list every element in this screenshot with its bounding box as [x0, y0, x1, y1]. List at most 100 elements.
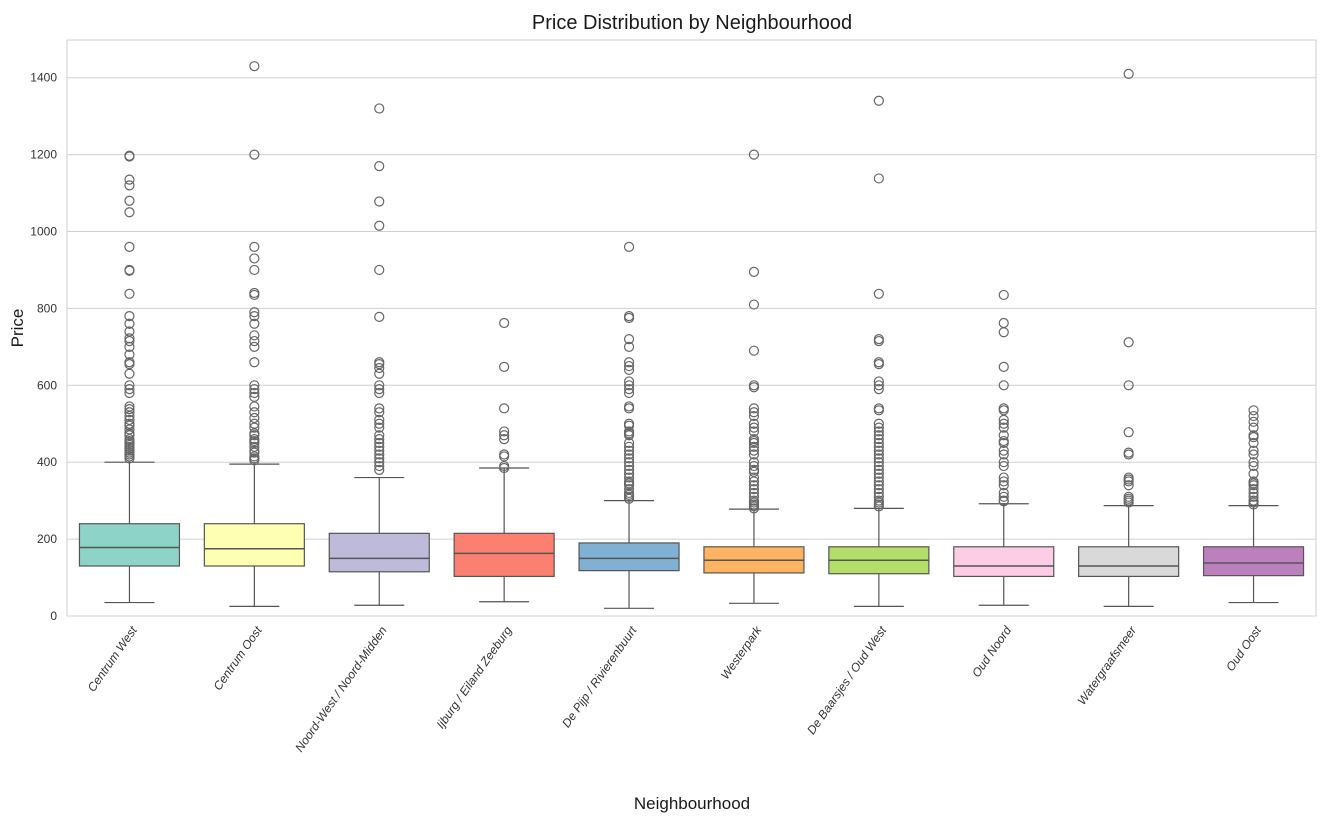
outlier-point — [249, 407, 260, 418]
outlier-point — [748, 466, 760, 477]
outlier-point — [249, 264, 260, 276]
outlier-point — [124, 310, 135, 322]
outlier-point — [374, 387, 385, 399]
outlier-point — [374, 220, 385, 231]
outlier-point — [873, 487, 884, 499]
outlier-point — [374, 196, 385, 207]
outlier-point — [249, 455, 260, 466]
outlier-point — [374, 403, 385, 414]
outlier-point — [623, 464, 635, 475]
x-tick-label: Centrum Oost — [210, 623, 265, 693]
outlier-point — [748, 491, 760, 502]
outlier-point — [998, 472, 1009, 483]
outlier-point — [374, 437, 385, 449]
outlier-point — [873, 422, 884, 433]
outlier-point — [623, 341, 635, 352]
outlier-point — [873, 501, 884, 512]
outlier-point — [998, 476, 1009, 487]
outlier-point — [623, 484, 635, 495]
outlier-point — [873, 480, 884, 491]
outlier-point — [249, 318, 260, 329]
outlier-point — [499, 317, 510, 329]
outlier-point — [623, 453, 635, 464]
outlier-point — [124, 430, 135, 441]
outlier-point — [623, 360, 635, 372]
outlier-point — [124, 359, 135, 370]
outlier-point — [1248, 437, 1259, 449]
outlier-point — [873, 376, 884, 387]
outlier-point — [374, 362, 385, 374]
outlier-point — [124, 404, 135, 415]
y-tick-label: 1000 — [30, 225, 57, 239]
outlier-point — [748, 418, 760, 429]
outlier-point — [499, 430, 510, 441]
outlier-point — [873, 434, 884, 445]
outlier-point — [748, 149, 760, 160]
y-tick-label: 200 — [37, 532, 57, 546]
outlier-point — [748, 484, 760, 495]
outlier-point — [1248, 432, 1259, 443]
outlier-point — [1123, 68, 1134, 79]
outlier-point — [998, 289, 1009, 301]
outlier-point — [623, 357, 635, 368]
outlier-point — [748, 449, 760, 460]
iqr-box — [328, 532, 430, 573]
iqr-box — [578, 542, 680, 572]
outlier-point — [374, 161, 385, 172]
y-tick-label: 800 — [37, 301, 57, 315]
outlier-point — [124, 180, 135, 191]
y-axis-title: Price — [8, 309, 27, 348]
outlier-point — [748, 403, 760, 414]
outlier-point — [748, 426, 760, 437]
outlier-point — [1248, 416, 1259, 427]
y-tick-label: 1400 — [30, 71, 57, 85]
outlier-point — [998, 327, 1009, 338]
box-group — [828, 95, 930, 607]
box-group — [203, 61, 305, 607]
y-tick-label: 400 — [37, 455, 57, 469]
outlier-point — [873, 380, 884, 391]
box-group — [953, 289, 1055, 606]
outlier-point — [998, 496, 1009, 507]
outlier-point — [623, 403, 635, 414]
boxes-layer — [78, 61, 1305, 609]
outlier-point — [873, 491, 884, 502]
outlier-point — [873, 472, 884, 483]
outlier-point — [623, 312, 635, 324]
outlier-point — [249, 387, 260, 399]
x-tick-label: Centrum West — [85, 623, 141, 694]
outlier-point — [124, 195, 135, 206]
iqr-box — [1078, 546, 1180, 577]
outlier-point — [124, 241, 135, 252]
outlier-point — [249, 149, 260, 160]
chart-title: Price Distribution by Neighbourhood — [532, 12, 852, 34]
outlier-point — [623, 493, 635, 504]
x-axis-labels: Centrum West Centrum Oost Noord-West / Noo… — [85, 623, 1265, 755]
outlier-point — [374, 449, 385, 460]
outlier-point — [249, 357, 260, 368]
outlier-point — [873, 457, 884, 468]
outlier-point — [124, 401, 135, 412]
outlier-point — [249, 384, 260, 395]
outlier-point — [1248, 480, 1259, 491]
outlier-point — [623, 334, 635, 345]
outlier-point — [623, 457, 635, 468]
iqr-box — [1202, 546, 1305, 577]
outlier-point — [1248, 445, 1259, 456]
outlier-point — [748, 410, 760, 422]
outlier-point — [748, 487, 760, 499]
outlier-point — [249, 412, 260, 424]
outlier-point — [998, 422, 1009, 433]
outlier-point — [249, 430, 260, 441]
x-tick-label: De Baarsjes / Oud West — [804, 623, 890, 737]
outlier-point — [748, 445, 760, 456]
outlier-point — [873, 335, 884, 347]
outlier-point — [249, 441, 260, 452]
outlier-point — [499, 462, 510, 474]
outlier-point — [998, 361, 1009, 372]
outlier-point — [873, 476, 884, 487]
outlier-point — [124, 335, 135, 347]
outlier-point — [748, 266, 760, 277]
outlier-point — [623, 364, 635, 376]
